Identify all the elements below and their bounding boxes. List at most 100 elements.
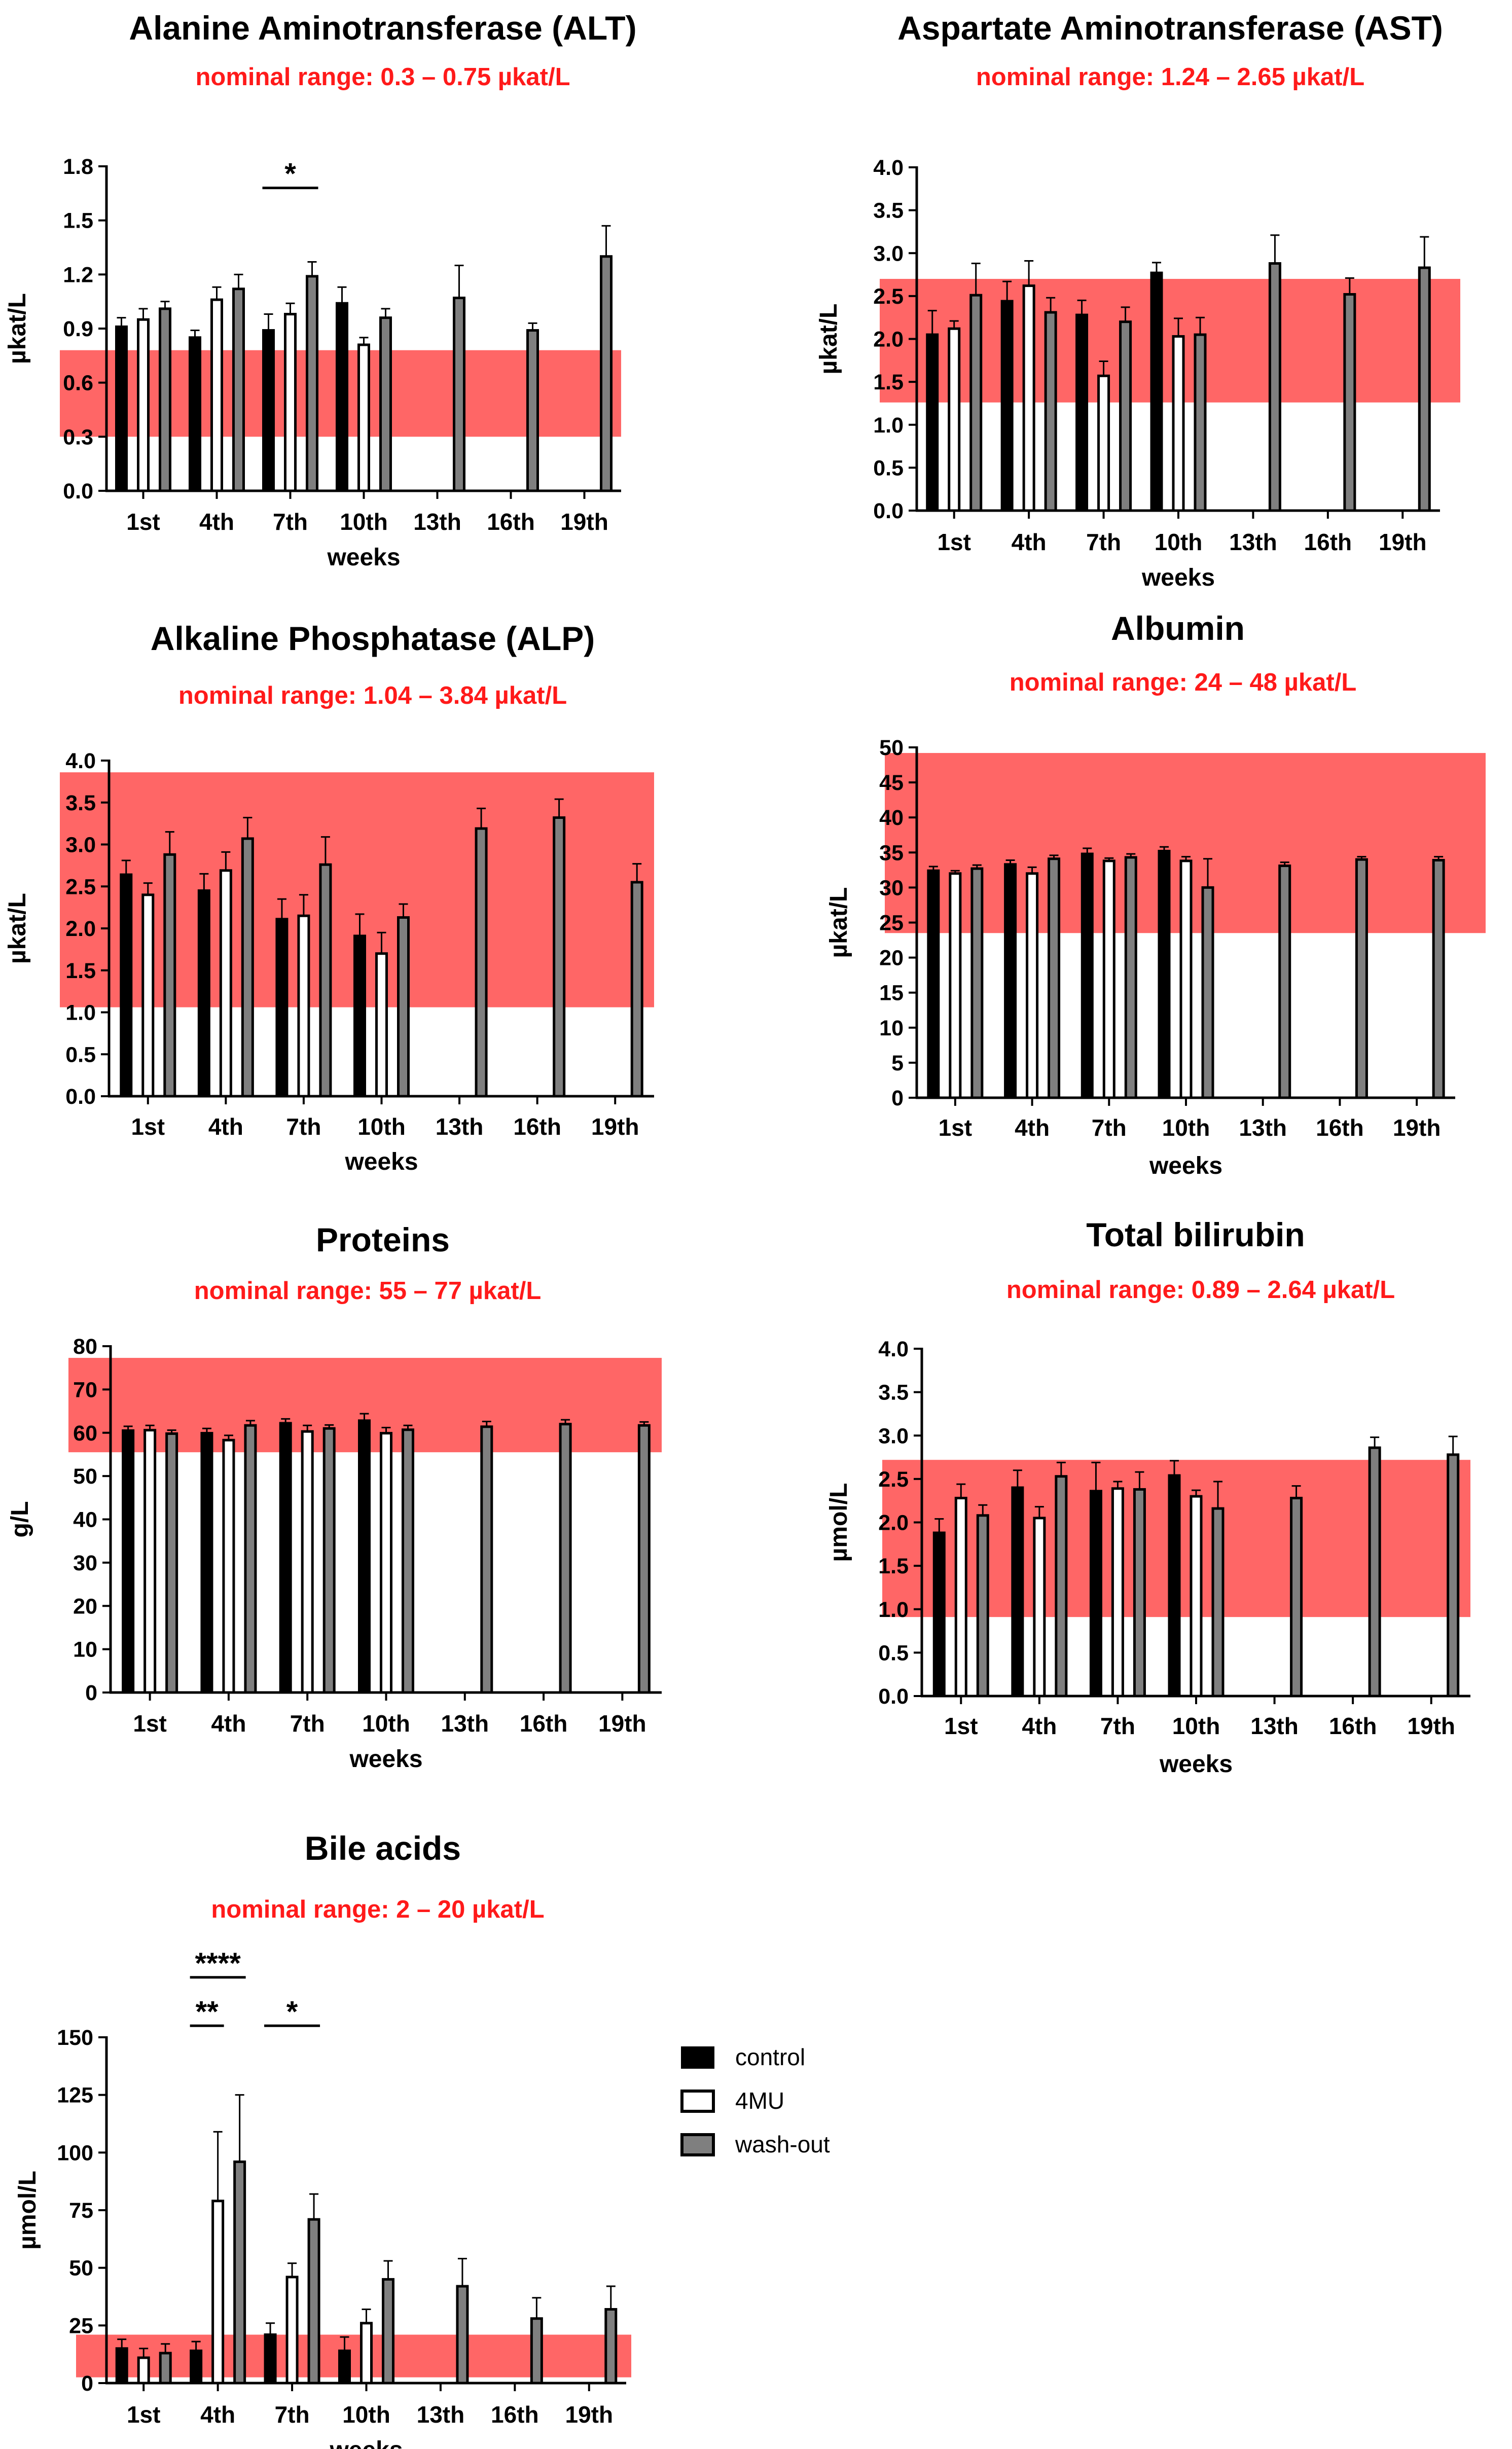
albumin-ytick-label: 40 (879, 806, 904, 830)
bile-bar-control-10th (338, 2349, 351, 2385)
bilirubin-bar-4MU-1st (954, 1497, 967, 1698)
bile-category-label: 13th (417, 2401, 465, 2428)
proteins-ytick-label: 80 (73, 1335, 97, 1359)
ast-range-note: nominal range: 1.24 – 2.65 µkat/L (976, 63, 1364, 91)
legend-item-control: control (681, 2044, 805, 2070)
albumin-category-label: 10th (1162, 1114, 1210, 1141)
proteins-bar-wash-out-13th (480, 1425, 493, 1694)
bile-x-axis-title: weeks (329, 2437, 403, 2449)
alt-bar-4MU-10th (357, 343, 370, 492)
alt-category-label: 4th (199, 509, 234, 535)
proteins-category-label: 7th (290, 1710, 325, 1737)
alt-category-label: 19th (560, 509, 608, 535)
alp-category-label: 16th (513, 1113, 561, 1140)
proteins-bar-wash-out-1st (165, 1432, 178, 1694)
alt-category-label: 13th (413, 509, 461, 535)
proteins-category-label: 4th (211, 1710, 246, 1737)
albumin-bar-wash-out-7th (1124, 856, 1137, 1099)
albumin-bar-wash-out-13th (1278, 865, 1291, 1099)
albumin-bar-4MU-4th (1026, 872, 1039, 1099)
albumin-category-label: 7th (1092, 1114, 1127, 1141)
alp-ytick-label: 2.0 (65, 917, 96, 941)
bile-bar-4MU-1st (137, 2356, 150, 2385)
panel-alt: Alanine Aminotransferase (ALT) nominal r… (4, 9, 637, 571)
legend-item-4mu: 4MU (680, 2087, 784, 2114)
alp-category-label: 13th (436, 1113, 484, 1140)
bilirubin-ytick-label: 3.0 (878, 1424, 909, 1448)
bilirubin-bar-4MU-4th (1033, 1517, 1046, 1698)
alp-category-label: 7th (286, 1113, 321, 1140)
albumin-ytick-label: 0 (891, 1086, 904, 1110)
proteins-ytick-label: 0 (85, 1681, 97, 1705)
proteins-bar-4MU-7th (301, 1430, 314, 1694)
alt-bar-control-7th (262, 329, 275, 492)
bilirubin-ytick-label: 4.0 (878, 1337, 909, 1361)
bilirubin-x-axis-title: weeks (1159, 1751, 1233, 1778)
bilirubin-category-label: 13th (1250, 1713, 1299, 1739)
alt-ytick-label: 1.2 (63, 263, 93, 287)
ast-ytick-label: 3.5 (873, 199, 904, 223)
ast-bar-wash-out-16th (1343, 293, 1356, 512)
panel-bile: Bile acids nominal range: 2 – 20 µkat/L … (14, 1829, 631, 2449)
bile-bar-wash-out-1st (159, 2352, 172, 2385)
alt-significance-label: * (284, 158, 296, 191)
alp-category-label: 19th (591, 1113, 639, 1140)
ast-bar-4MU-10th (1172, 335, 1185, 512)
albumin-bar-wash-out-19th (1432, 859, 1445, 1099)
bilirubin-plot: 0.0 0.5 1.0 1.5 2.0 2.5 3.0 3.5 4.0 1st 4th 7th 10th… (825, 1337, 1470, 1778)
alt-category-label: 16th (487, 509, 535, 535)
bile-bar-control-4th (190, 2349, 203, 2385)
alp-bar-4MU-10th (375, 952, 388, 1098)
bile-ytick-label: 150 (57, 2026, 93, 2050)
alt-bar-wash-out-19th (600, 255, 613, 492)
alp-bar-4MU-7th (297, 914, 310, 1098)
panel-ast: Aspartate Aminotransferase (AST) nominal… (815, 9, 1460, 591)
alt-bar-control-10th (336, 302, 348, 492)
bile-ytick-label: 100 (57, 2141, 93, 2165)
bilirubin-bar-wash-out-10th (1211, 1507, 1225, 1698)
ast-bar-wash-out-7th (1119, 320, 1132, 512)
bile-significance-label: ** (196, 1995, 219, 2028)
proteins-bar-control-1st (122, 1429, 135, 1694)
albumin-x-axis-title: weeks (1149, 1153, 1222, 1179)
bile-significance-label: * (286, 1995, 298, 2028)
alp-category-label: 1st (131, 1113, 165, 1140)
ast-ytick-label: 3.0 (873, 241, 904, 266)
alt-bar-wash-out-16th (526, 329, 539, 492)
bile-title: Bile acids (305, 1829, 461, 1867)
ast-y-axis-title: µkat/L (815, 304, 842, 375)
alp-bar-wash-out-13th (475, 827, 488, 1098)
bilirubin-ytick-label: 0.5 (878, 1641, 909, 1665)
ast-category-label: 16th (1304, 529, 1352, 555)
ast-bar-control-4th (1000, 300, 1014, 512)
proteins-title: Proteins (316, 1221, 450, 1258)
alp-bar-control-4th (197, 889, 210, 1098)
bile-bar-control-1st (115, 2347, 128, 2385)
alp-bar-control-1st (120, 873, 133, 1098)
albumin-bar-control-10th (1158, 850, 1171, 1099)
alt-ytick-label: 0.6 (63, 371, 93, 395)
bilirubin-category-label: 7th (1100, 1713, 1135, 1739)
alt-bar-wash-out-10th (379, 316, 392, 492)
bilirubin-ytick-label: 1.5 (878, 1554, 909, 1578)
bile-ytick-label: 25 (69, 2314, 93, 2338)
legend-swatch-control (681, 2046, 714, 2069)
alp-ytick-label: 1.5 (65, 959, 96, 983)
legend-item-wash-out: wash-out (680, 2131, 830, 2157)
alp-title: Alkaline Phosphatase (ALP) (151, 620, 595, 657)
albumin-ytick-label: 30 (879, 876, 904, 900)
proteins-ytick-label: 20 (73, 1594, 97, 1618)
bilirubin-series-control (932, 1460, 1181, 1698)
bile-category-label: 10th (342, 2401, 390, 2428)
bile-bar-wash-out-19th (604, 2308, 618, 2385)
proteins-bar-wash-out-7th (322, 1427, 336, 1694)
alp-bar-wash-out-4th (241, 837, 254, 1098)
alp-plot: 0.0 0.5 1.0 1.5 2.0 2.5 3.0 3.5 4.0 1st 4th 7th 10th… (4, 749, 654, 1175)
albumin-category-label: 13th (1239, 1114, 1287, 1141)
alp-ytick-label: 3.5 (65, 791, 96, 815)
ast-bar-wash-out-10th (1194, 333, 1207, 512)
bile-bar-wash-out-10th (382, 2278, 394, 2385)
bile-category-label: 7th (275, 2401, 310, 2428)
bile-ytick-label: 50 (69, 2256, 93, 2281)
ast-category-label: 10th (1155, 529, 1203, 555)
